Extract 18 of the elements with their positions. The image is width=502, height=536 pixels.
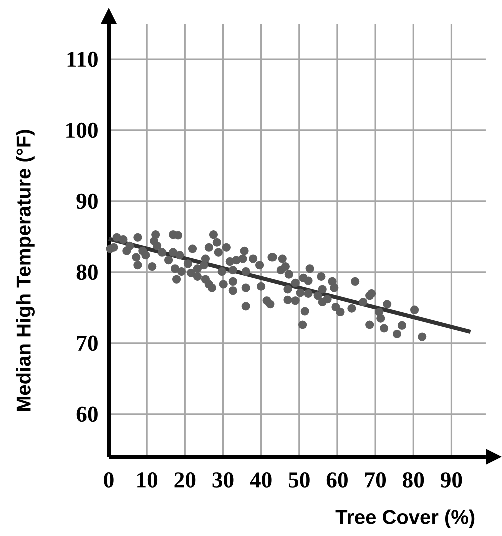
y-tick-label: 70 (77, 336, 98, 352)
x-tick-label: 30 (212, 472, 234, 488)
x-tick-label: 80 (403, 472, 424, 488)
x-axis-title: Tree Cover (%) (336, 510, 475, 528)
x-tick-label: 0 (104, 472, 114, 488)
x-tick-label: 50 (288, 472, 310, 488)
x-tick-label: 70 (366, 472, 386, 488)
x-tick-label: 90 (441, 472, 462, 488)
y-axis-title: Median High Temperature (°F) (16, 130, 35, 412)
x-tick-label: 60 (326, 472, 348, 488)
y-tick-label: 80 (76, 264, 98, 280)
x-tick-label: 10 (138, 472, 158, 488)
y-tick-label: 110 (68, 52, 98, 68)
x-tick-label: 20 (174, 472, 196, 488)
y-tick-label: 100 (66, 122, 98, 138)
x-tick-label: 40 (250, 472, 272, 488)
y-tick-label: 90 (76, 194, 98, 210)
y-tick-label: 60 (76, 406, 98, 422)
